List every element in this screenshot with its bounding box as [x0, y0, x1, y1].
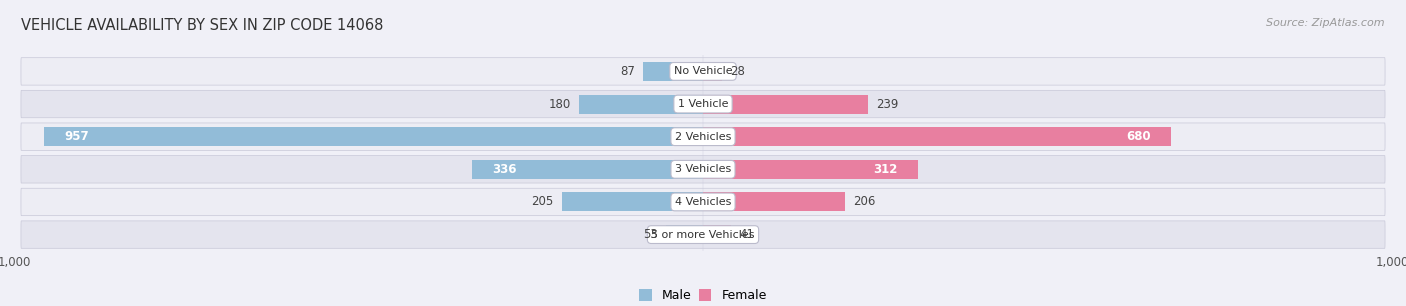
Text: Source: ZipAtlas.com: Source: ZipAtlas.com [1267, 18, 1385, 28]
FancyBboxPatch shape [21, 123, 1385, 150]
Text: No Vehicle: No Vehicle [673, 66, 733, 76]
Text: 2 Vehicles: 2 Vehicles [675, 132, 731, 142]
Bar [643, 62, 703, 81]
Text: 680: 680 [1126, 130, 1152, 143]
Text: 180: 180 [548, 98, 571, 110]
Text: 3 Vehicles: 3 Vehicles [675, 164, 731, 174]
Text: 1 Vehicle: 1 Vehicle [678, 99, 728, 109]
Text: 205: 205 [531, 196, 554, 208]
Text: 87: 87 [620, 65, 634, 78]
Text: 4 Vehicles: 4 Vehicles [675, 197, 731, 207]
Text: 957: 957 [65, 130, 89, 143]
Bar [44, 127, 703, 146]
Text: 336: 336 [492, 163, 516, 176]
Bar [471, 160, 703, 179]
Text: 206: 206 [853, 196, 876, 208]
Text: 312: 312 [873, 163, 897, 176]
Text: 53: 53 [644, 228, 658, 241]
Bar [579, 95, 703, 114]
FancyBboxPatch shape [21, 188, 1385, 216]
Bar [703, 127, 1171, 146]
Bar [703, 62, 723, 81]
FancyBboxPatch shape [21, 90, 1385, 118]
Bar [562, 192, 703, 211]
Legend: Male, Female: Male, Female [634, 284, 772, 306]
Bar [703, 160, 918, 179]
Text: 28: 28 [731, 65, 745, 78]
Text: VEHICLE AVAILABILITY BY SEX IN ZIP CODE 14068: VEHICLE AVAILABILITY BY SEX IN ZIP CODE … [21, 18, 384, 33]
FancyBboxPatch shape [21, 58, 1385, 85]
Text: 239: 239 [876, 98, 898, 110]
Bar [703, 225, 731, 244]
Bar [703, 192, 845, 211]
Text: 5 or more Vehicles: 5 or more Vehicles [651, 230, 755, 240]
Bar [703, 95, 868, 114]
Text: 41: 41 [740, 228, 755, 241]
Bar [666, 225, 703, 244]
FancyBboxPatch shape [21, 156, 1385, 183]
FancyBboxPatch shape [21, 221, 1385, 248]
